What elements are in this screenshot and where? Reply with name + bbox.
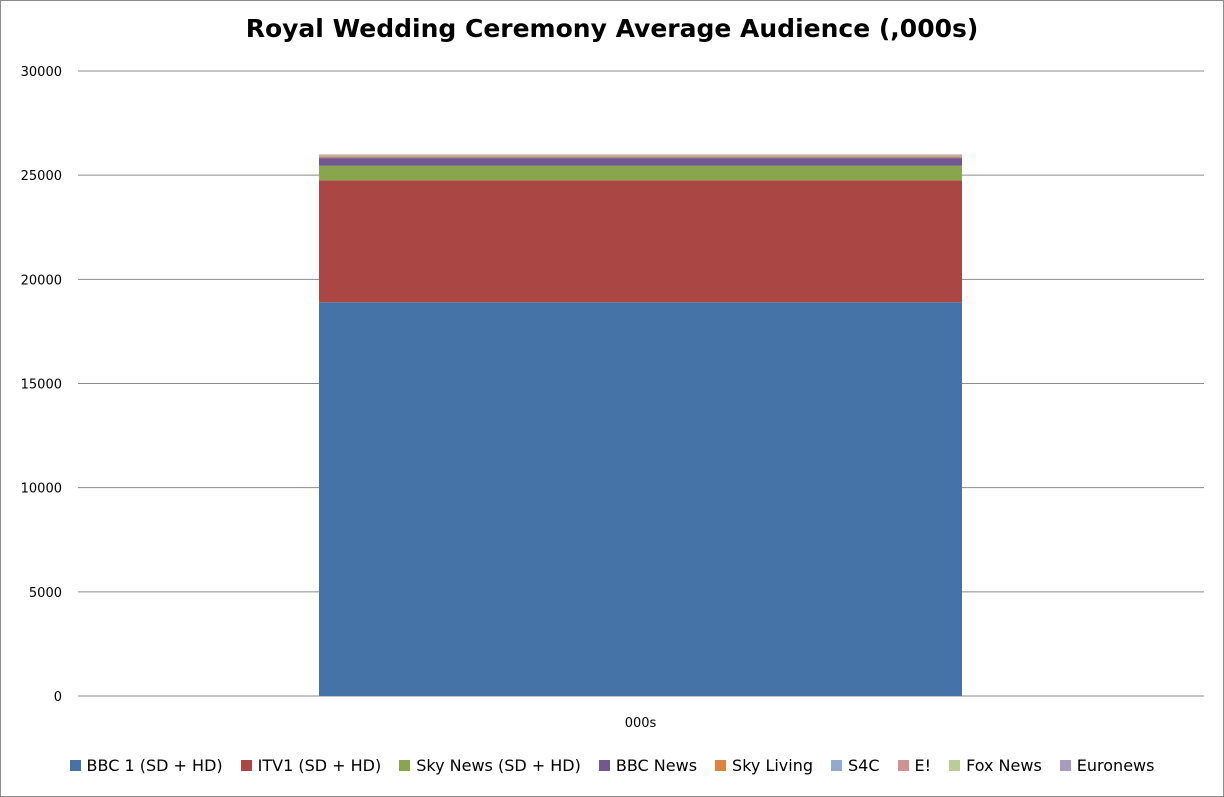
bar-segment — [319, 155, 962, 157]
y-tick-label: 15000 — [21, 378, 62, 393]
legend-item: Sky News (SD + HD) — [399, 756, 581, 775]
legend-item: S4C — [831, 756, 880, 775]
y-tick-label: 5000 — [29, 586, 62, 601]
x-tick-label: 000s — [625, 716, 657, 731]
bar-segment — [319, 154, 962, 156]
legend-item: Euronews — [1059, 756, 1155, 775]
y-tick-label: 20000 — [21, 273, 62, 288]
legend-item: Sky Living — [715, 756, 813, 775]
legend-item: ITV1 (SD + HD) — [240, 756, 382, 775]
bar-segment — [319, 180, 962, 303]
y-tick-label: 0 — [54, 690, 62, 705]
legend-label: BBC News — [615, 756, 698, 775]
y-tick-label: 10000 — [21, 482, 62, 497]
legend-label: S4C — [848, 756, 880, 775]
legend-swatch — [715, 760, 727, 771]
legend-swatch — [399, 760, 411, 771]
legend-label: Sky News (SD + HD) — [416, 756, 581, 775]
legend-label: E! — [914, 756, 932, 775]
bar-segment — [319, 158, 962, 166]
legend-swatch — [598, 760, 610, 771]
legend-item: Fox News — [949, 756, 1042, 775]
y-tick-label: 30000 — [21, 65, 62, 80]
bar-segment — [319, 302, 962, 696]
bar-segment — [319, 156, 962, 159]
legend-label: BBC 1 (SD + HD) — [86, 756, 223, 775]
legend-label: Euronews — [1076, 756, 1155, 775]
legend: BBC 1 (SD + HD) ITV1 (SD + HD) Sky News (S… — [0, 756, 1224, 775]
legend-item: BBC 1 (SD + HD) — [69, 756, 223, 775]
legend-swatch — [949, 760, 961, 771]
legend-item: E! — [897, 756, 932, 775]
chart-title: Royal Wedding Ceremony Average Audience … — [245, 14, 979, 43]
legend-swatch — [1059, 760, 1071, 771]
legend-swatch — [831, 760, 843, 771]
legend-label: Sky Living — [732, 756, 814, 775]
legend-swatch — [69, 760, 81, 771]
legend-swatch — [897, 760, 909, 771]
y-tick-label: 25000 — [21, 169, 62, 184]
legend-label: ITV1 (SD + HD) — [257, 756, 382, 775]
legend-swatch — [240, 760, 252, 771]
legend-label: Fox News — [966, 756, 1042, 775]
bar-segment — [319, 165, 962, 181]
legend-item: BBC News — [598, 756, 698, 775]
